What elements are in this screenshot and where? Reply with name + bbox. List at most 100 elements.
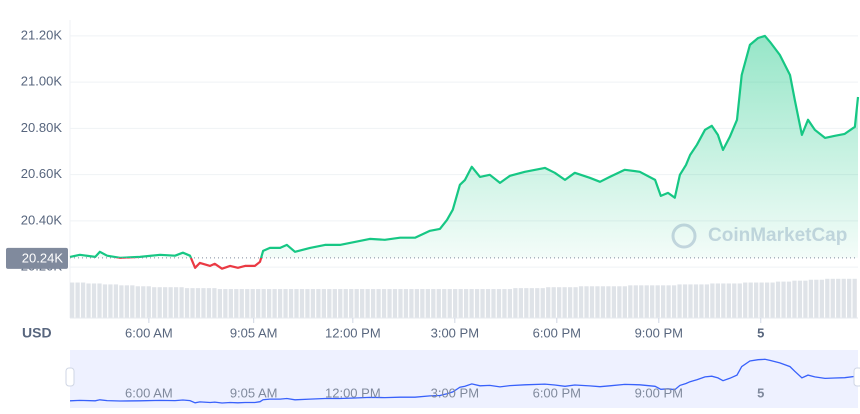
volume-bar	[611, 286, 617, 318]
x-tick-label: 9:00 PM	[635, 325, 683, 340]
volume-bar	[704, 284, 710, 318]
volume-bar	[693, 284, 699, 318]
volume-bar	[431, 289, 436, 318]
volume-bar	[557, 287, 562, 318]
volume-bar	[682, 284, 688, 318]
volume-bar	[201, 288, 206, 318]
volume-bar	[365, 289, 370, 318]
volume-bar	[617, 286, 622, 318]
volume-bar	[403, 289, 409, 318]
volume-bar	[316, 289, 321, 318]
navigator-tick-label: 9:05 AM	[230, 385, 278, 400]
volume-bar	[409, 289, 414, 318]
volume-bar	[797, 280, 803, 318]
volume-bar	[671, 285, 677, 318]
y-tick-label: 21.20K	[21, 27, 63, 42]
x-tick-label: 6:00 PM	[533, 325, 581, 340]
volume-bar	[529, 288, 534, 318]
volume-bar	[321, 289, 326, 318]
volume-bar	[86, 283, 91, 318]
volume-bar	[699, 284, 704, 318]
volume-bar	[261, 289, 266, 318]
volume-bar	[535, 288, 540, 318]
navigator-tick-label: 5	[757, 385, 764, 400]
volume-bar	[836, 278, 841, 318]
volume-bar	[228, 289, 233, 318]
volume-bar	[152, 287, 157, 318]
volume-bar	[606, 286, 611, 318]
reference-label: 20.24K	[22, 250, 64, 265]
volume-bar	[803, 280, 808, 318]
volume-bar	[70, 282, 75, 318]
volume-bar	[715, 283, 720, 318]
y-tick-label: 20.80K	[21, 120, 63, 135]
volume-bar	[622, 286, 627, 318]
volume-bar	[852, 278, 857, 318]
volume-bar	[502, 289, 507, 318]
volume-bar	[775, 281, 781, 318]
volume-bar	[453, 289, 458, 318]
volume-bar	[398, 289, 403, 318]
volume-bar	[245, 289, 250, 318]
volume-bar	[376, 289, 381, 318]
volume-bar	[267, 289, 272, 318]
volume-bar	[688, 284, 693, 318]
volume-bar	[732, 283, 737, 318]
volume-bar	[442, 289, 447, 318]
volume-bar	[223, 289, 228, 318]
volume-bar	[814, 279, 819, 318]
volume-bar	[551, 287, 556, 318]
volume-bar	[469, 289, 474, 318]
volume-bar	[387, 289, 392, 318]
y-tick-label: 21.00K	[21, 74, 63, 89]
volume-bar	[781, 281, 786, 318]
volume-bar	[474, 289, 480, 318]
volume-bar	[206, 288, 212, 318]
volume-bar	[146, 286, 151, 318]
volume-bar	[721, 283, 726, 318]
volume-bar	[349, 289, 354, 318]
volume-bar	[173, 287, 179, 318]
volume-bar	[80, 282, 86, 318]
y-tick-label: 20.40K	[21, 212, 63, 227]
volume-bar	[436, 289, 441, 318]
navigator-tick-label: 9:00 PM	[635, 385, 683, 400]
volume-bar	[113, 284, 119, 318]
volume-bar	[360, 289, 365, 318]
volume-bar	[190, 288, 195, 318]
volume-bar	[299, 289, 305, 318]
navigator-handle[interactable]	[65, 367, 75, 387]
volume-bar	[250, 289, 255, 318]
x-tick-label: 3:00 PM	[431, 325, 479, 340]
volume-bar	[540, 288, 545, 318]
x-tick-label: 5	[757, 325, 764, 340]
navigator-handle[interactable]	[853, 367, 860, 387]
volume-bar	[381, 289, 387, 318]
volume-bar	[135, 286, 140, 318]
volume-bar	[830, 278, 835, 318]
volume-bar	[392, 289, 398, 318]
volume-bar	[819, 279, 824, 318]
reference-label-box	[6, 247, 68, 269]
navigator-tick-label: 6:00 AM	[125, 385, 173, 400]
volume-bar	[661, 285, 666, 318]
volume-bar	[677, 284, 682, 318]
volume-bar	[277, 289, 283, 318]
x-tick-label: 12:00 PM	[325, 325, 381, 340]
volume-bar	[256, 289, 261, 318]
volume-bar	[141, 286, 146, 318]
volume-bar	[97, 283, 102, 318]
volume-bar	[764, 282, 770, 318]
volume-bar	[737, 283, 742, 318]
volume-bar	[595, 286, 600, 318]
volume-bar	[496, 289, 502, 318]
volume-bar	[507, 289, 513, 318]
volume-bar	[212, 288, 217, 318]
volume-bar	[239, 289, 244, 318]
volume-bar	[75, 282, 80, 318]
navigator-tick-label: 12:00 PM	[325, 385, 381, 400]
volume-bar	[666, 285, 671, 318]
currency-label: USD	[22, 325, 52, 341]
volume-bar	[217, 289, 223, 318]
